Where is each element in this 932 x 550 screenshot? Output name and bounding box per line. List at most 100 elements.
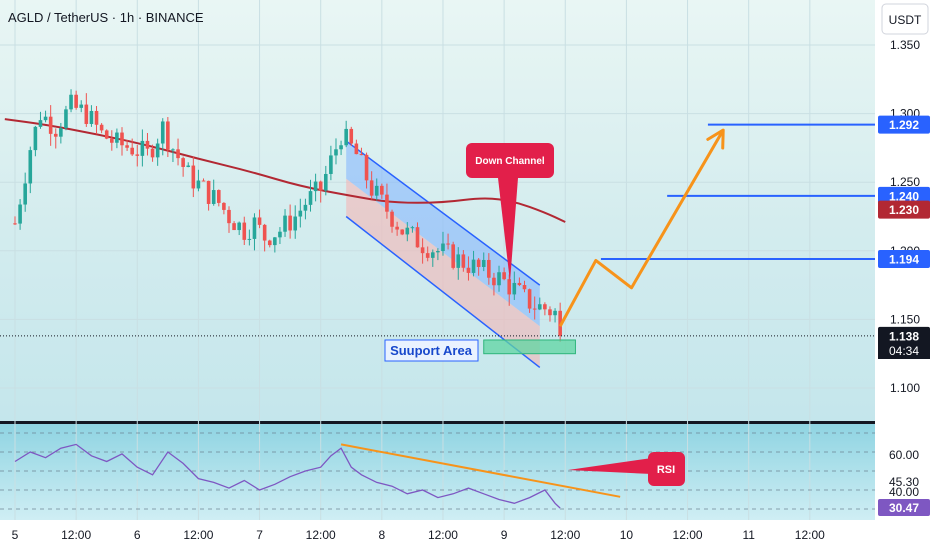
candle-body — [252, 217, 257, 239]
price-tick-label: 1.150 — [890, 312, 920, 326]
rsi-tick-label: 40.00 — [889, 485, 919, 499]
time-tick-label: 9 — [501, 528, 508, 542]
candle-body — [481, 259, 486, 267]
candle-body — [420, 247, 425, 254]
candle-body — [99, 124, 104, 131]
candle-body — [487, 259, 491, 278]
candle-body — [446, 243, 450, 245]
candle-body — [476, 259, 481, 267]
candle-body — [461, 254, 466, 268]
rsi-tick-label: 60.00 — [889, 448, 919, 462]
candle-body — [288, 215, 292, 231]
candle-body — [84, 104, 89, 124]
candle-body — [527, 289, 532, 309]
candle-body — [436, 250, 440, 253]
candle-body — [196, 180, 201, 189]
candle-body — [430, 252, 435, 258]
candle-body — [181, 158, 185, 167]
candle-body — [262, 224, 267, 241]
time-tick-label: 12:00 — [673, 528, 703, 542]
time-tick-label: 12:00 — [183, 528, 213, 542]
currency-badge[interactable]: USDT — [889, 13, 922, 27]
candle-body — [13, 223, 17, 225]
projection-arrowhead — [706, 128, 725, 150]
candle-body — [247, 238, 252, 240]
candle-body — [227, 209, 231, 224]
candle-body — [441, 243, 445, 251]
candle-body — [206, 180, 211, 204]
candle-body — [74, 94, 78, 108]
candle-body — [33, 126, 38, 151]
candle-body — [308, 191, 313, 205]
candle-body — [415, 227, 420, 248]
rsi-callout-pointer — [568, 458, 652, 474]
candle-body — [186, 165, 191, 167]
candle-body — [522, 285, 527, 290]
time-tick-label: 12:00 — [795, 528, 825, 542]
rsi-divergence-line — [340, 443, 621, 498]
candle-body — [400, 229, 405, 235]
candle-body — [543, 304, 547, 310]
candle-body — [257, 217, 262, 225]
candle-body — [283, 215, 287, 232]
candle-body — [38, 120, 43, 127]
rsi-callout-box — [648, 452, 685, 486]
candle-body — [329, 155, 333, 174]
candle-body — [395, 226, 399, 230]
price-tick-label: 1.350 — [890, 38, 920, 52]
currency-badge-box[interactable] — [881, 3, 929, 35]
candle-body — [507, 279, 512, 295]
price-badge-label: 1.138 — [889, 329, 919, 343]
candle-body — [135, 154, 140, 156]
candle-body — [23, 183, 27, 205]
price-tick-label: 1.100 — [890, 381, 920, 395]
time-tick-label: 8 — [378, 528, 385, 542]
price-badge-label: 1.292 — [889, 118, 919, 132]
candle-body — [232, 223, 236, 231]
candle-body — [532, 308, 537, 310]
candle-body — [293, 216, 298, 231]
support-zone-box — [483, 339, 576, 355]
time-tick-label: 6 — [134, 528, 141, 542]
price-badge-bg — [878, 326, 930, 345]
price-tick-label: 1.250 — [890, 175, 920, 189]
price-badge-bg — [878, 115, 930, 134]
candle-body — [211, 190, 216, 204]
candle-body — [217, 190, 221, 203]
channel-lower-fill — [346, 178, 540, 368]
candle-body — [349, 128, 354, 144]
rsi-tick-label: 30.47 — [889, 501, 919, 515]
time-tick-label: 7 — [256, 528, 263, 542]
candle-body — [267, 240, 272, 246]
candle-body — [512, 282, 517, 295]
candle-body — [160, 121, 165, 144]
candle-body — [145, 140, 150, 149]
price-badge-label: 1.230 — [889, 203, 919, 217]
candle-body — [385, 194, 389, 212]
candle-body — [166, 121, 170, 150]
candle-body — [339, 145, 343, 150]
candle-body — [313, 181, 318, 192]
time-tick-label: 11 — [742, 528, 755, 542]
down-channel-label: Down Channel — [475, 156, 545, 167]
candle-body — [18, 204, 22, 224]
candle-body — [89, 110, 94, 124]
candle-body — [374, 185, 379, 196]
candle-body — [201, 180, 206, 182]
candle-body — [120, 132, 124, 146]
down-channel-callout-pointer — [498, 178, 518, 282]
candle-body — [273, 237, 277, 246]
candle-body — [492, 277, 496, 286]
time-tick-label: 12:00 — [61, 528, 91, 542]
moving-average-line — [4, 118, 566, 223]
candle-body — [59, 128, 63, 137]
rsi-pane-bg — [0, 424, 875, 520]
symbol-title[interactable]: AGLD / TetherUS · 1h · BINANCE — [8, 10, 204, 25]
candle-body — [410, 227, 415, 229]
countdown-badge-bg — [878, 341, 930, 359]
pane-separator — [0, 421, 875, 424]
rsi-last-badge — [878, 499, 930, 516]
candle-body — [125, 145, 129, 148]
candle-body — [517, 282, 522, 286]
channel-upper-line — [345, 140, 541, 286]
